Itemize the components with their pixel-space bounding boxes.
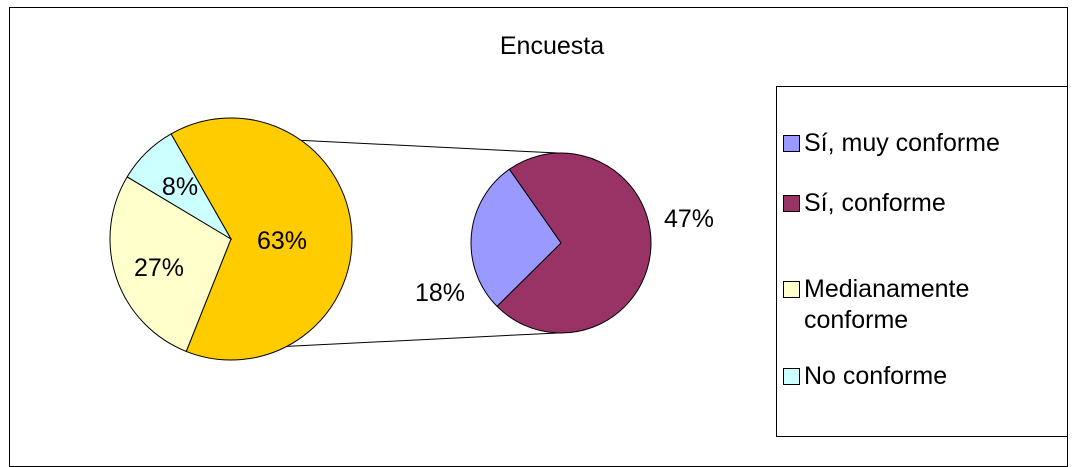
legend-item-si-conforme: Sí, conforme — [783, 188, 946, 219]
slice-labels: 63% 27% 8% 47% 18% — [134, 173, 714, 307]
main-pie-slice-conforme_total — [170, 117, 353, 361]
main-pie — [109, 117, 353, 361]
legend-swatch — [783, 135, 800, 152]
secondary-pie-slice-si_muy_conforme — [470, 168, 562, 308]
main-pie-slice-medianamente — [109, 176, 232, 353]
legend-swatch — [783, 195, 800, 212]
slice-label-si-conforme: 47% — [664, 205, 714, 233]
slice-label-no-conforme: 8% — [162, 173, 198, 201]
legend-item-no-conforme: No conforme — [783, 361, 947, 392]
legend-label: Medianamente conforme — [804, 275, 970, 334]
legend-label: Sí, muy conforme — [804, 129, 1000, 157]
legend-label: No conforme — [804, 362, 948, 390]
secondary-pie-slice-si_conforme — [496, 152, 652, 334]
legend-swatch — [783, 368, 800, 385]
chart-title: Encuesta — [500, 32, 604, 60]
main-pie-slice-no_conforme — [126, 133, 233, 241]
slice-label-si-muy-conforme: 18% — [415, 279, 465, 307]
slice-label-conforme-total: 63% — [257, 227, 307, 255]
legend: Sí, muy conforme Sí, conforme Medianamen… — [776, 86, 1068, 437]
chart-canvas: Encuesta 63% 27% 8% 47% 18% — [109, 32, 714, 361]
legend-item-si-muy-conforme: Sí, muy conforme — [783, 128, 1000, 159]
legend-label: Sí, conforme — [804, 189, 946, 217]
legend-swatch — [783, 281, 800, 298]
slice-label-medianamente: 27% — [134, 254, 184, 282]
legend-item-medianamente-conforme: Medianamente conforme — [783, 274, 969, 336]
secondary-pie — [470, 152, 652, 334]
